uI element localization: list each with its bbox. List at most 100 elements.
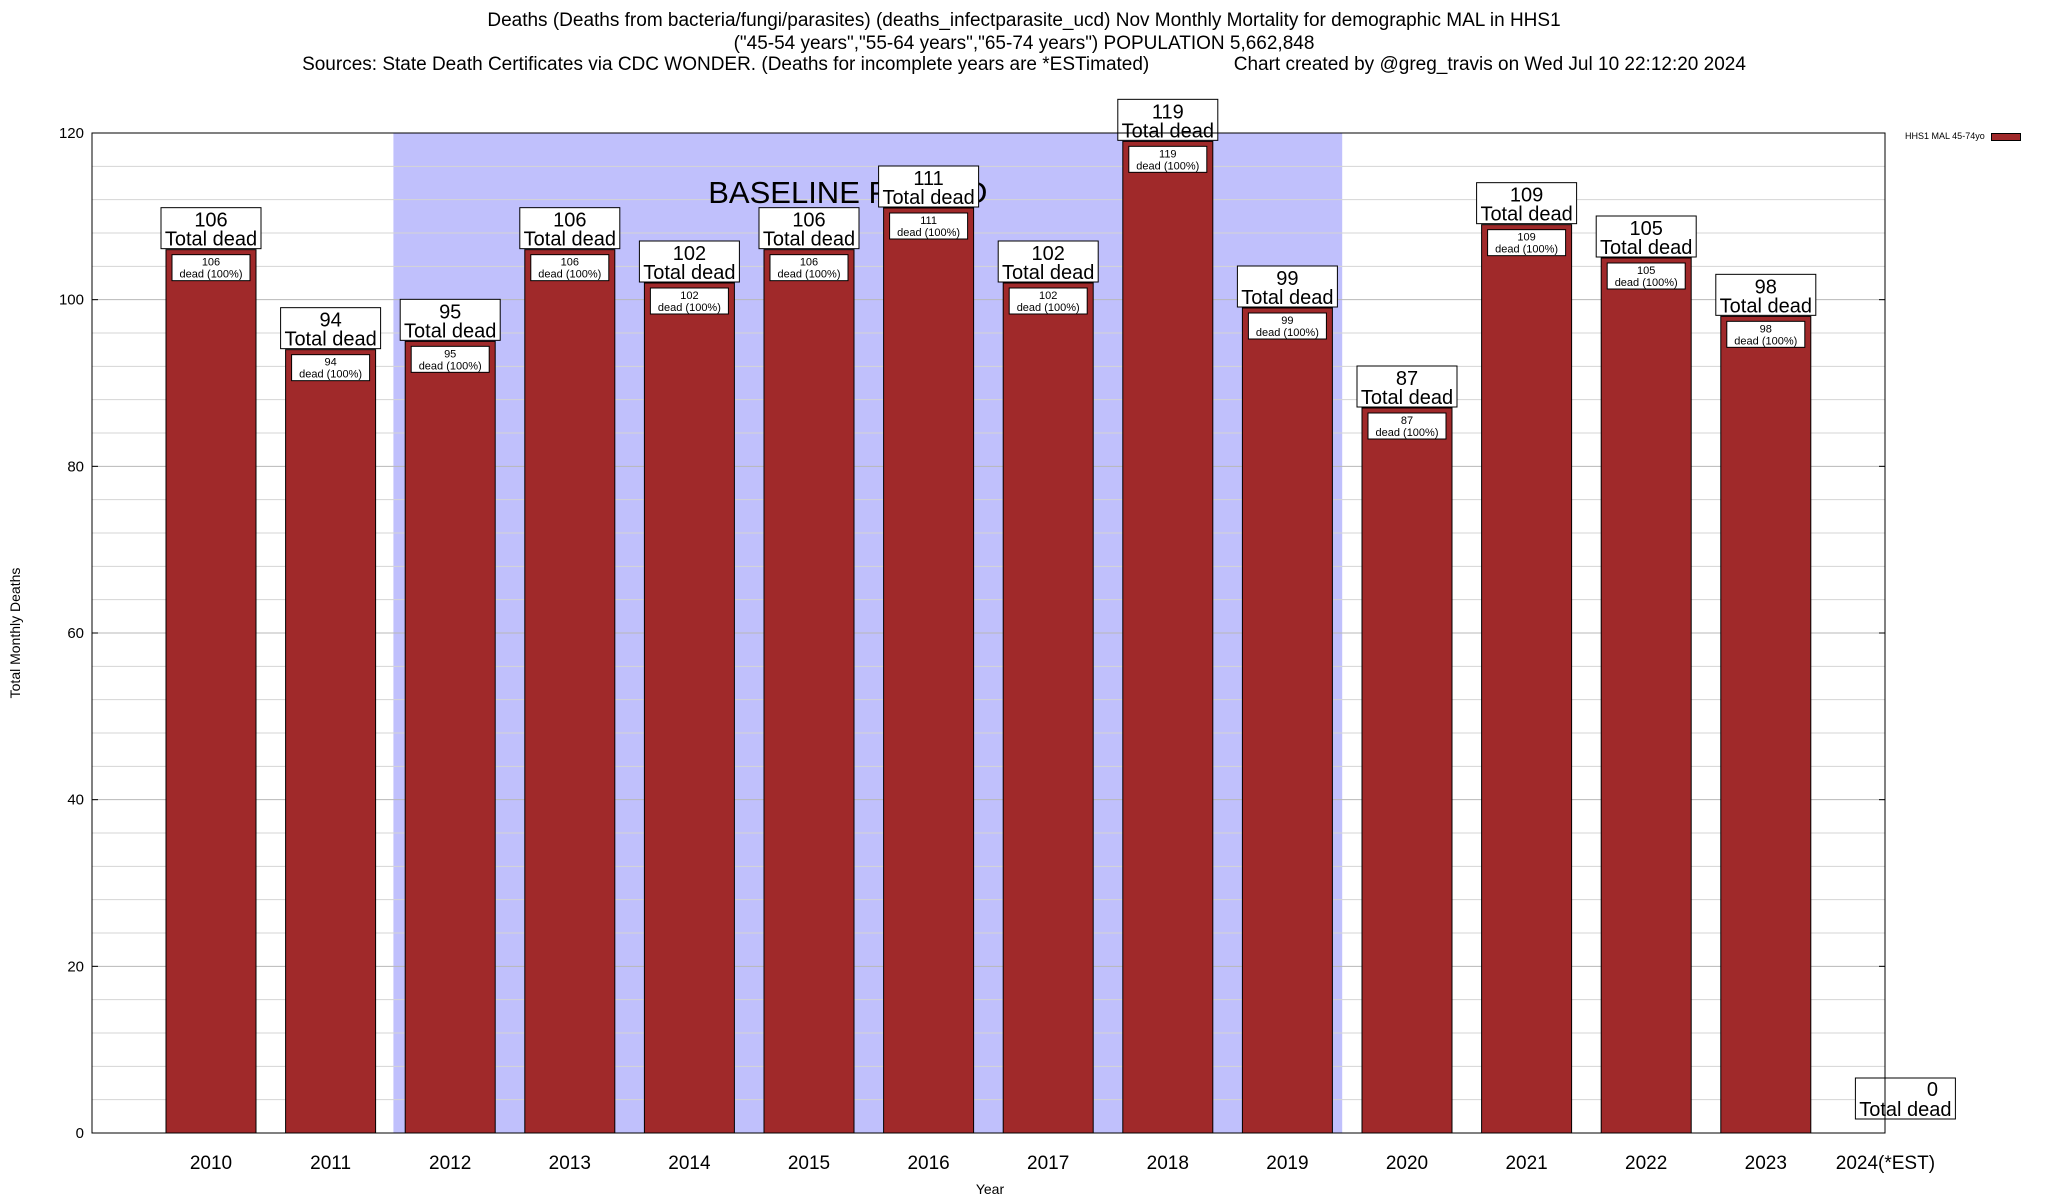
bar-top-value: 106 xyxy=(194,210,227,232)
bar-top-label: Total dead xyxy=(1480,204,1572,226)
y-tick-label: 60 xyxy=(67,625,84,642)
bar-inner-label: dead (100%) xyxy=(1615,277,1678,289)
bar-inner-value: 102 xyxy=(1039,290,1057,302)
bar-top-label-box xyxy=(638,240,740,283)
bar-inner-label-box xyxy=(649,287,729,315)
x-tick-label: 2017 xyxy=(1027,1153,1069,1174)
bar-inner-value: 102 xyxy=(680,290,698,302)
bar xyxy=(1481,224,1573,1134)
bar-top-value: 106 xyxy=(553,210,586,232)
bar-top-label-box xyxy=(280,307,382,350)
bar-inner-value: 105 xyxy=(1637,265,1655,277)
bar-inner-label-box xyxy=(1726,320,1806,348)
y-tick-label: 40 xyxy=(67,792,84,809)
bar-top-value: 102 xyxy=(1032,243,1065,265)
bar-inner-label-box xyxy=(889,212,969,240)
x-tick-label: 2014 xyxy=(668,1153,711,1174)
bar xyxy=(883,207,975,1134)
x-tick-label: 2013 xyxy=(549,1153,591,1174)
bar-top-label: Total dead xyxy=(1241,287,1333,309)
bar-top-label-box xyxy=(1236,265,1338,308)
bar-top-label-box xyxy=(997,240,1099,283)
legend-swatch xyxy=(1990,132,2021,141)
bar-top-label: Total dead xyxy=(882,187,974,209)
bar-inner-value: 99 xyxy=(1281,315,1293,327)
bar-top-label-box xyxy=(1476,182,1578,225)
bar-top-value: 95 xyxy=(439,301,461,323)
bar xyxy=(165,249,257,1134)
bar xyxy=(1122,140,1214,1134)
bar-top-label-box xyxy=(1854,1077,1956,1120)
bar-inner-value: 98 xyxy=(1760,323,1772,335)
bar xyxy=(763,249,855,1134)
bar-top-label: Total dead xyxy=(165,229,257,251)
bar-top-label: Total dead xyxy=(284,329,376,351)
bar-top-label-box xyxy=(160,207,262,250)
bar-inner-label-box xyxy=(410,345,490,373)
x-tick-label: 2018 xyxy=(1147,1153,1189,1174)
bar-inner-label-box xyxy=(1606,262,1686,290)
bar-inner-label-box xyxy=(1367,412,1447,440)
bar-top-value: 111 xyxy=(913,168,943,190)
bar-inner-value: 95 xyxy=(444,348,456,360)
bar-top-value: 87 xyxy=(1396,368,1418,390)
bar-top-label: Total dead xyxy=(643,262,735,284)
bar-inner-label: dead (100%) xyxy=(180,269,243,281)
y-tick-label: 80 xyxy=(67,458,84,475)
chart-title-line-2: ("45-54 years","55-64 years","65-74 year… xyxy=(733,33,1315,54)
bar-top-value: 102 xyxy=(673,243,706,265)
bar-top-value: 109 xyxy=(1510,185,1543,207)
bar-inner-label-box xyxy=(769,254,849,282)
x-tick-label: 2022 xyxy=(1625,1153,1667,1174)
bar-inner-value: 106 xyxy=(202,257,220,269)
bar-inner-value: 106 xyxy=(561,257,579,269)
x-tick-label: 2024(*EST) xyxy=(1836,1153,1935,1174)
bar-inner-label: dead (100%) xyxy=(1495,244,1558,256)
y-tick-label: 20 xyxy=(67,958,84,975)
bar-inner-label: dead (100%) xyxy=(419,360,482,372)
bar-top-label-box xyxy=(519,207,621,250)
bar-inner-label-box xyxy=(171,254,251,282)
bar-top-label: Total dead xyxy=(1122,120,1214,142)
x-tick-label: 2016 xyxy=(907,1153,949,1174)
bar-top-label-box xyxy=(399,298,501,341)
bar-inner-value: 109 xyxy=(1517,232,1535,244)
bar-inner-value: 119 xyxy=(1159,148,1177,160)
bar-inner-label: dead (100%) xyxy=(658,302,721,314)
x-tick-label: 2023 xyxy=(1745,1153,1787,1174)
x-tick-label: 2011 xyxy=(310,1153,351,1174)
bar xyxy=(285,349,377,1134)
bar-top-value: 119 xyxy=(1152,101,1184,123)
x-tick-label: 2020 xyxy=(1386,1153,1428,1174)
plot-frame xyxy=(91,132,1886,1134)
bar-top-label: Total dead xyxy=(1720,295,1812,317)
bar xyxy=(1361,407,1453,1134)
bar xyxy=(1002,282,1094,1134)
bar-top-label: Total dead xyxy=(404,320,496,342)
legend-label: HHS1 MAL 45-74yo xyxy=(1905,131,1985,141)
bar-top-value: 94 xyxy=(319,310,341,332)
bar-top-value: 0 xyxy=(1927,1079,1938,1101)
bar-top-label-box xyxy=(1715,273,1817,316)
y-axis-title: Total Monthly Deaths xyxy=(7,568,23,699)
bar xyxy=(643,282,735,1134)
bar-inner-label: dead (100%) xyxy=(1136,160,1199,172)
bar-inner-value: 111 xyxy=(920,215,937,227)
bar-inner-label: dead (100%) xyxy=(897,227,960,239)
bar-inner-label: dead (100%) xyxy=(1376,427,1439,439)
bar-inner-value: 94 xyxy=(324,357,336,369)
y-tick-label: 120 xyxy=(59,125,84,142)
bar-inner-label-box xyxy=(1008,287,1088,315)
x-tick-label: 2012 xyxy=(429,1153,471,1174)
bar-inner-label: dead (100%) xyxy=(538,269,601,281)
bar-top-value: 99 xyxy=(1276,268,1298,290)
bar-top-label-box xyxy=(878,165,980,208)
bar-inner-label-box xyxy=(1128,145,1208,173)
x-axis-title: Year xyxy=(976,1181,1005,1197)
bar-top-label: Total dead xyxy=(1600,237,1692,259)
x-tick-label: 2021 xyxy=(1505,1153,1547,1174)
bar-inner-label-box xyxy=(530,254,610,282)
bar-top-value: 98 xyxy=(1755,276,1777,298)
bar xyxy=(524,249,616,1134)
